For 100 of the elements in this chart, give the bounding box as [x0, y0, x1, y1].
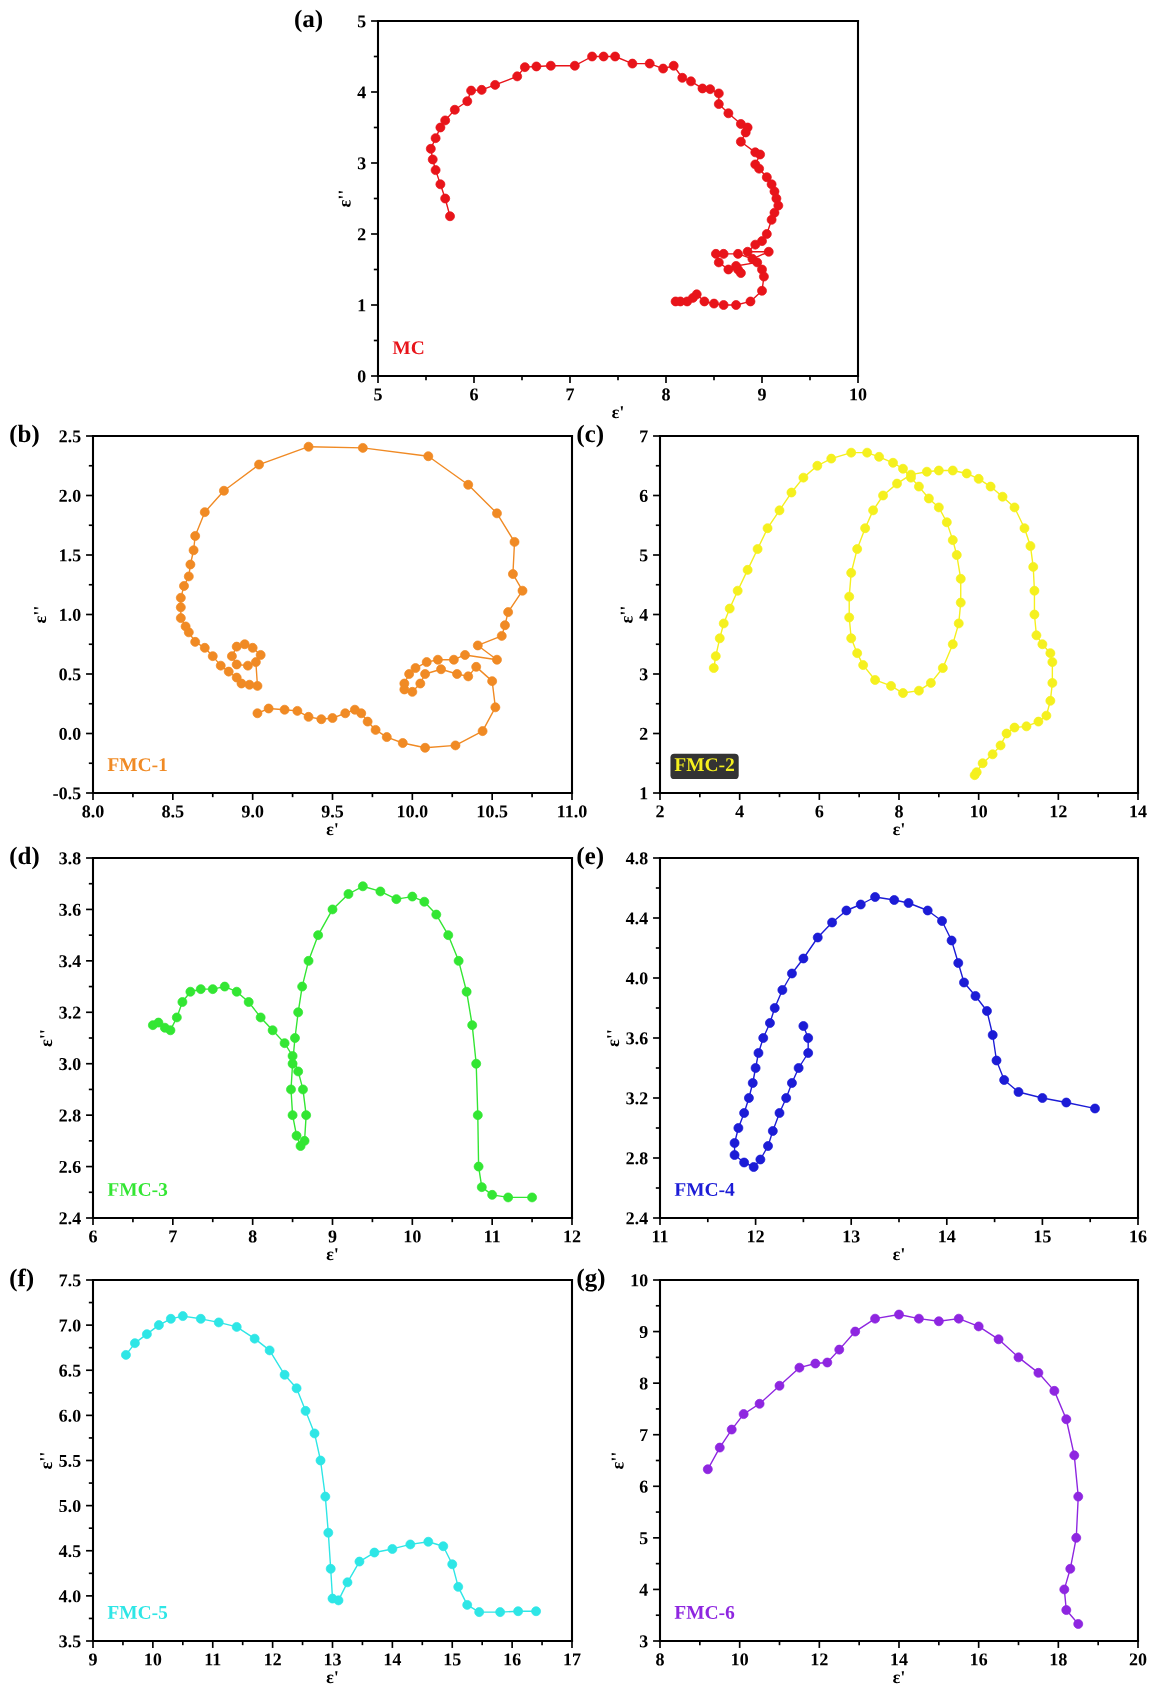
x-axis-title: ε' [326, 1671, 338, 1684]
text: FMC-5 [107, 1605, 168, 1619]
x-tick-label: 7 [566, 388, 575, 401]
y-tick-label: 3.4 [59, 955, 81, 968]
y-tick-label: 2.8 [59, 1109, 81, 1122]
y-tick-label: 1.5 [60, 549, 81, 562]
y-tick-label: 2.8 [626, 1152, 648, 1165]
y-axis-title: ε'' [40, 1030, 53, 1047]
series-label: FMC-4 [674, 1182, 735, 1197]
y-tick-label: 4 [357, 86, 366, 99]
y-tick-label: 5 [357, 15, 366, 28]
x-tick-label: 8.0 [82, 805, 104, 818]
x-axis-title: ε' [612, 406, 623, 419]
y-axis-title: ε'' [607, 1030, 620, 1047]
text: FMC-3 [107, 1182, 168, 1197]
x-tick-label: 11.0 [558, 805, 587, 818]
chart-title: (f) [10, 1268, 34, 1292]
x-tick-label: 2 [656, 805, 664, 818]
x-tick-label: 10 [732, 1653, 749, 1666]
x-axis-title: ε' [326, 823, 338, 836]
x-tick-label: 18 [1050, 1653, 1067, 1666]
y-tick-label: 4 [639, 1583, 648, 1596]
y-tick-label: 10 [631, 1274, 648, 1287]
y-tick-label: 3 [639, 1635, 648, 1648]
y-tick-label: 5.0 [59, 1499, 81, 1513]
x-tick-label: 11 [205, 1653, 221, 1666]
chart-title: (g) [577, 1268, 605, 1292]
x-tick-label: 12 [748, 1230, 764, 1243]
x-axis-title: ε' [893, 1248, 904, 1261]
chart-title: (d) [10, 846, 39, 870]
x-tick-label: 9 [757, 388, 766, 401]
y-tick-label: 3.2 [626, 1092, 648, 1105]
y-tick-label: 3.6 [626, 1032, 648, 1045]
y-tick-label: 6 [639, 1480, 648, 1493]
y-axis-title: ε'' [34, 606, 47, 623]
y-tick-label: 8 [639, 1377, 648, 1390]
y-tick-label: 4.0 [58, 1590, 81, 1603]
y-axis-title: ε'' [611, 1452, 624, 1469]
x-axis-title: ε' [893, 1671, 904, 1684]
x-tick-label: 16 [504, 1653, 521, 1666]
y-tick-label: 7.5 [59, 1274, 81, 1287]
y-tick-label: 3 [357, 157, 366, 170]
x-tick-label: 17 [564, 1653, 581, 1666]
y-tick-label: 0.5 [59, 668, 81, 681]
x-tick-label: 10.5 [477, 805, 508, 818]
x-tick-label: 9.5 [321, 805, 344, 818]
x-tick-label: 8 [248, 1230, 257, 1243]
x-tick-label: 14 [891, 1653, 908, 1666]
x-tick-label: 8.5 [162, 805, 184, 818]
y-tick-label: 3 [639, 668, 648, 681]
text: FMC-2 [674, 758, 734, 772]
y-tick-label: 4.8 [625, 852, 648, 865]
y-tick-label: 4.5 [58, 1545, 81, 1558]
y-tick-label: 1 [640, 787, 648, 800]
y-tick-label: 2 [357, 228, 366, 241]
x-tick-label: 8 [656, 1653, 664, 1666]
y-tick-label: 2.0 [59, 489, 81, 503]
x-tick-label: 4 [735, 805, 744, 818]
x-tick-label: 14 [1130, 805, 1147, 818]
y-tick-label: 1 [358, 299, 366, 312]
y-tick-label: 6.0 [59, 1409, 81, 1422]
y-tick-label: 0.0 [59, 727, 81, 741]
y-tick-label: 7.0 [59, 1319, 81, 1332]
chart-title: (c) [577, 424, 603, 448]
x-tick-label: 5 [374, 388, 382, 401]
y-axis-title: ε'' [338, 190, 351, 207]
text: FMC-1 [107, 758, 167, 772]
x-tick-label: 10 [971, 805, 988, 818]
y-tick-label: 4 [639, 608, 648, 621]
y-tick-label: 1.0 [60, 608, 81, 622]
y-axis-title: ε'' [620, 606, 633, 623]
x-tick-label: 12 [564, 1230, 581, 1243]
y-tick-label: 3.5 [59, 1635, 81, 1648]
text: MC [392, 341, 424, 355]
x-tick-label: 9 [328, 1230, 337, 1243]
x-tick-label: 13 [324, 1653, 341, 1666]
x-tick-label: 10 [404, 1230, 421, 1243]
x-tick-label: 16 [1130, 1230, 1147, 1243]
x-axis-title: ε' [893, 823, 904, 836]
y-tick-label: 9 [639, 1325, 648, 1339]
x-tick-label: 15 [1034, 1230, 1051, 1243]
x-tick-label: 10 [850, 388, 867, 401]
x-tick-label: 11 [652, 1230, 668, 1243]
y-tick-label: 6.5 [59, 1364, 81, 1377]
x-tick-label: 7 [169, 1230, 177, 1243]
y-tick-label: 2.4 [626, 1212, 648, 1225]
y-tick-label: 2.6 [59, 1160, 81, 1174]
x-tick-label: 14 [384, 1653, 402, 1666]
x-tick-label: 12 [811, 1653, 828, 1666]
x-axis-title: ε' [326, 1248, 338, 1261]
y-tick-label: 3.2 [59, 1006, 81, 1019]
x-tick-label: 8 [895, 805, 903, 818]
y-tick-label: 2.4 [59, 1212, 81, 1225]
y-tick-label: 3.6 [59, 903, 81, 916]
y-tick-label: 2.5 [59, 430, 81, 443]
chart-title: (e) [577, 846, 603, 870]
x-tick-label: 12 [265, 1653, 281, 1666]
x-tick-label: 10.0 [397, 805, 428, 818]
x-tick-label: 15 [444, 1653, 461, 1666]
y-axis-title: ε'' [40, 1452, 53, 1469]
